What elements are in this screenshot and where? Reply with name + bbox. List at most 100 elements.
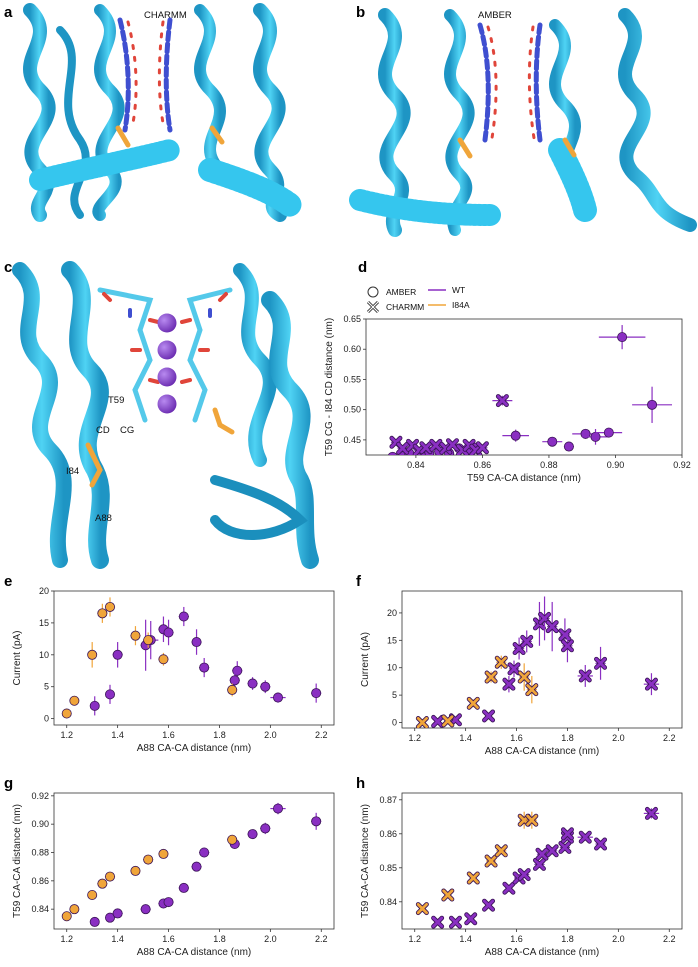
label-t59: T59 [108, 395, 124, 406]
x-tick-label: 1.2 [60, 934, 73, 944]
data-point [536, 848, 548, 860]
x-tick-label: 1.6 [162, 934, 175, 944]
data-point [430, 439, 442, 451]
data-point [87, 649, 98, 660]
legend-i84a-label: I84A [452, 300, 470, 310]
data-point [476, 442, 489, 454]
data-point [143, 635, 154, 646]
y-axis-label: Current (pA) [12, 630, 23, 685]
plot-area-e [61, 597, 322, 719]
data-point [387, 451, 398, 455]
y-tick-label: 0.92 [31, 791, 49, 801]
x-axis-label: A88 CA-CA distance (nm) [485, 947, 600, 958]
data-point [130, 630, 141, 641]
x-axis-label: A88 CA-CA distance (nm) [485, 746, 600, 757]
y-tick-label: 20 [39, 586, 49, 596]
series-i84a [61, 597, 238, 719]
data-point [482, 710, 495, 722]
x-tick-label: 0.84 [407, 460, 425, 470]
y-tick-label: 20 [387, 608, 397, 618]
x-tick-label: 1.8 [561, 733, 574, 743]
data-point [61, 911, 72, 922]
data-point [199, 662, 210, 673]
panel-b-letter: b [356, 4, 365, 21]
plot-frame [53, 590, 335, 726]
x-axis-label: A88 CA-CA distance (nm) [137, 743, 252, 754]
x-axis-label: A88 CA-CA distance (nm) [137, 947, 252, 958]
data-point [247, 829, 258, 840]
data-point [163, 897, 174, 908]
x-tick-label: 2.2 [315, 934, 328, 944]
data-point [420, 442, 432, 454]
x-tick-label: 1.4 [459, 733, 472, 743]
panel-e-letter: e [4, 573, 12, 590]
data-point [603, 427, 614, 438]
data-point [97, 608, 108, 619]
y-tick-label: 0.50 [343, 405, 361, 415]
data-point [140, 904, 151, 915]
ion-3 [157, 367, 177, 387]
data-point [178, 882, 189, 893]
y-axis-label: T59 CA-CA distance (nm) [360, 804, 371, 918]
x-tick-label: 1.8 [213, 934, 226, 944]
panel-g-letter: g [4, 775, 13, 792]
x-tick-label: 0.86 [474, 460, 492, 470]
label-cg: CG [120, 425, 134, 436]
series-wt [431, 806, 660, 929]
data-point [579, 831, 591, 843]
data-point [526, 814, 538, 826]
data-point [158, 848, 169, 859]
data-point [508, 663, 520, 675]
x-tick-label: 1.2 [408, 934, 421, 944]
panel-d-letter: d [358, 259, 367, 276]
data-point [69, 695, 80, 706]
data-point [432, 715, 444, 728]
x-tick-label: 2.0 [264, 730, 277, 740]
x-tick-label: 2.0 [612, 733, 625, 743]
data-point [89, 916, 100, 927]
data-point [272, 803, 283, 814]
y-tick-label: 0.87 [379, 795, 397, 805]
data-point [87, 890, 98, 901]
y-tick-label: 0.45 [343, 435, 361, 445]
data-point [442, 715, 454, 727]
data-point [645, 678, 658, 690]
data-point [495, 656, 507, 668]
data-point [69, 904, 80, 915]
plot-area-d [387, 325, 673, 455]
x-tick-label: 2.0 [612, 934, 625, 944]
panel-b: b AMBER [349, 4, 697, 237]
y-tick-label: 0.84 [379, 897, 397, 907]
plot-frame [53, 792, 335, 930]
x-tick-label: 1.8 [213, 730, 226, 740]
chart-panel-e: e 1.2 1.4 1.6 1.8 2.0 2.2 0 5 10 15 20 A88 CA-CA dis… [4, 573, 335, 754]
data-point [158, 654, 169, 665]
y-tick-label: 0.88 [31, 848, 49, 858]
data-point [191, 637, 202, 648]
y-tick-label: 0.86 [379, 829, 397, 839]
x-tick-label: 2.0 [264, 934, 277, 944]
chart-panel-f: f 1.2 1.4 1.6 1.8 2.0 2.2 0 5 10 15 20 A88 CA-CA dis… [356, 573, 683, 757]
x-tick-label: 1.8 [561, 934, 574, 944]
data-point [260, 681, 271, 692]
data-point [260, 823, 271, 834]
data-point [311, 816, 322, 827]
data-point [130, 865, 141, 876]
data-point [247, 678, 258, 689]
plot-frame [401, 590, 683, 729]
panel-f-letter: f [356, 573, 362, 590]
x-axis-label: T59 CA-CA distance (nm) [467, 473, 581, 484]
ion-4 [157, 394, 177, 414]
series-i84a [61, 834, 238, 922]
ion-2 [157, 340, 177, 360]
data-point [559, 841, 571, 853]
data-point [482, 899, 495, 911]
data-point [105, 871, 116, 882]
data-point [521, 635, 533, 648]
plot-area-g [61, 802, 322, 927]
data-point [503, 882, 515, 894]
data-point [446, 439, 459, 451]
data-point [97, 878, 108, 889]
y-tick-label: 0.86 [31, 876, 49, 886]
x-tick-label: 1.2 [408, 733, 421, 743]
